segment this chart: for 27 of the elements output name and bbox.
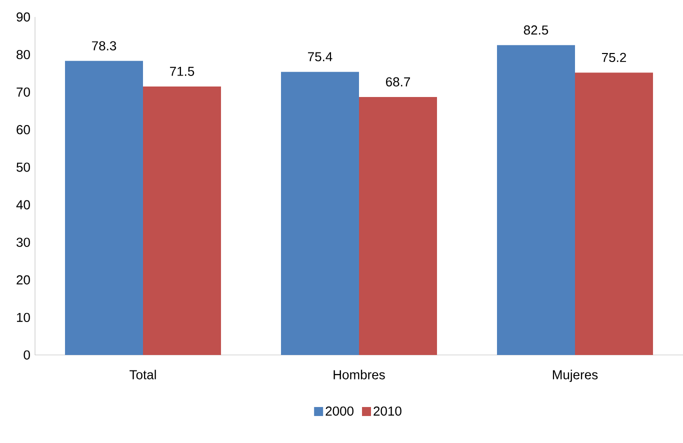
- bar: [359, 96, 437, 355]
- x-tick-label: Total: [130, 370, 156, 380]
- y-tick-label: 0: [24, 350, 30, 360]
- y-tick-label: 30: [16, 238, 30, 247]
- data-label: 78.3: [92, 41, 116, 50]
- data-label: 71.5: [170, 66, 194, 76]
- y-tick-label: 70: [16, 88, 30, 97]
- y-tick-label: 90: [16, 12, 30, 22]
- data-label: 68.7: [386, 77, 410, 86]
- y-tick-label: 50: [16, 162, 30, 172]
- bar: [143, 86, 222, 355]
- x-tick-label: Mujeres: [552, 370, 598, 382]
- legend-label: 2000: [326, 406, 354, 416]
- bar: [281, 72, 359, 355]
- y-tick-label: 60: [16, 125, 30, 134]
- bar: [65, 60, 144, 355]
- data-label: 75.4: [308, 52, 332, 62]
- y-tick-label: 40: [16, 200, 30, 210]
- bar: [574, 72, 653, 355]
- data-label: 82.5: [524, 25, 548, 35]
- y-tick-label: 80: [16, 50, 30, 60]
- legend-label: 2010: [374, 406, 402, 416]
- y-tick-label: 10: [17, 312, 30, 322]
- y-tick-label: 20: [16, 275, 30, 284]
- x-tick-label: Hombres: [334, 370, 385, 380]
- data-label: 75.2: [602, 52, 626, 62]
- bar: [496, 45, 575, 355]
